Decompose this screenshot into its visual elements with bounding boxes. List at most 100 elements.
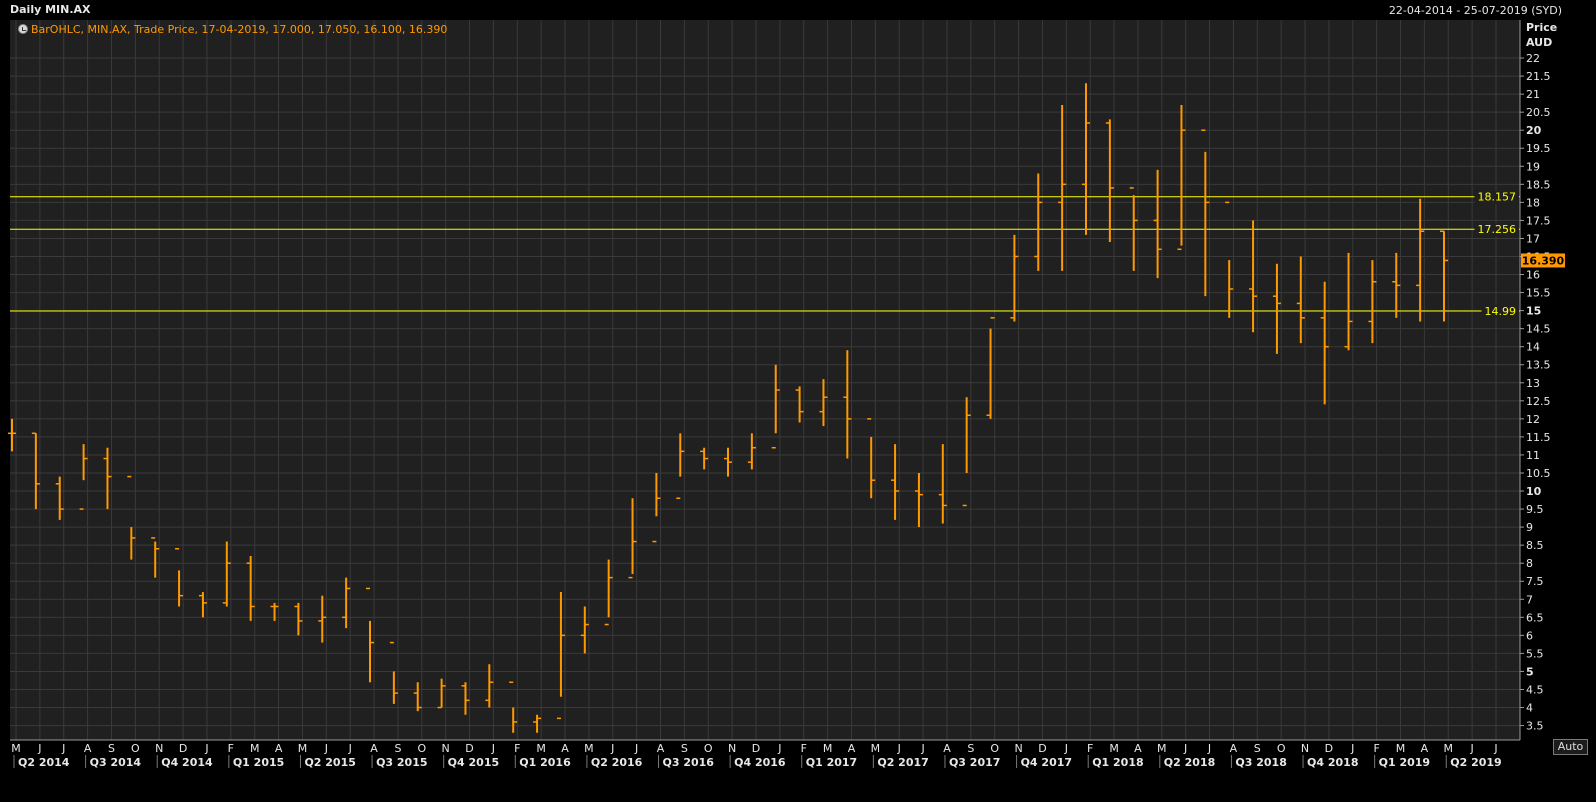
date-range: 22-04-2014 - 25-07-2019 (SYD) xyxy=(1388,4,1562,17)
x-month-label: J xyxy=(348,742,352,755)
x-month-label: O xyxy=(1277,742,1286,755)
x-quarter-label: Q4 2017 xyxy=(1021,756,1072,769)
x-month-label: J xyxy=(897,742,901,755)
x-quarter-label: Q1 2017 xyxy=(806,756,857,769)
y-axis-unit: AUD xyxy=(1526,36,1552,49)
x-month-label: D xyxy=(179,742,187,755)
y-tick-label: 13.5 xyxy=(1526,359,1551,372)
x-month-label: J xyxy=(777,742,781,755)
price-series xyxy=(8,83,1448,733)
x-month-label: M xyxy=(584,742,594,755)
x-month-label: A xyxy=(275,742,283,755)
last-price-marker xyxy=(1521,253,1565,268)
x-quarter-label: Q2 2016 xyxy=(591,756,643,769)
x-quarter-label: Q2 2014 xyxy=(18,756,70,769)
y-tick-label: 14 xyxy=(1526,341,1540,354)
x-month-label: D xyxy=(1038,742,1046,755)
x-quarter-label: Q2 2015 xyxy=(304,756,355,769)
window-title: Daily MIN.AX xyxy=(10,3,91,16)
legend-toggle-icon[interactable] xyxy=(18,24,28,34)
y-tick-label: 7 xyxy=(1526,593,1533,606)
x-month-label: F xyxy=(228,742,234,755)
x-month-label: J xyxy=(1207,742,1211,755)
y-tick-label: 8.5 xyxy=(1526,539,1544,552)
x-quarter-label: Q2 2017 xyxy=(877,756,928,769)
x-month-label: S xyxy=(1254,742,1261,755)
reference-line-label: 18.157 xyxy=(1478,191,1517,204)
x-month-label: A xyxy=(848,742,856,755)
y-tick-label: 14.5 xyxy=(1526,323,1551,336)
y-tick-label: 6 xyxy=(1526,629,1533,642)
y-tick-label: 6.5 xyxy=(1526,611,1544,624)
x-month-label: J xyxy=(634,742,638,755)
y-tick-label: 12.5 xyxy=(1526,395,1551,408)
x-month-label: A xyxy=(561,742,569,755)
x-quarter-label: Q1 2019 xyxy=(1379,756,1430,769)
y-tick-label: 21 xyxy=(1526,88,1540,101)
x-month-label: A xyxy=(1421,742,1429,755)
y-tick-label: 19.5 xyxy=(1526,142,1551,155)
y-tick-label: 9.5 xyxy=(1526,503,1544,516)
y-tick-label: 5.5 xyxy=(1526,647,1544,660)
x-month-label: J xyxy=(61,742,65,755)
x-month-label: O xyxy=(417,742,426,755)
x-month-label: M xyxy=(1444,742,1454,755)
x-month-label: J xyxy=(1183,742,1187,755)
x-quarter-label: Q2 2018 xyxy=(1164,756,1215,769)
x-quarter-label: Q3 2016 xyxy=(663,756,715,769)
x-quarter-label: Q4 2018 xyxy=(1307,756,1358,769)
y-tick-label: 18.5 xyxy=(1526,178,1551,191)
x-month-label: N xyxy=(1014,742,1022,755)
x-month-label: M xyxy=(1396,742,1406,755)
y-tick-label: 12 xyxy=(1526,413,1540,426)
x-month-label: J xyxy=(324,742,328,755)
y-tick-label: 20 xyxy=(1526,124,1542,137)
y-tick-label: 10.5 xyxy=(1526,467,1551,480)
x-quarter-label: Q3 2015 xyxy=(376,756,427,769)
reference-line-label: 17.256 xyxy=(1478,223,1517,236)
reference-line-label-bg xyxy=(1481,304,1519,318)
y-tick-label: 9 xyxy=(1526,521,1533,534)
x-month-label: J xyxy=(920,742,924,755)
y-tick-label: 4 xyxy=(1526,702,1533,715)
x-quarter-label: Q1 2018 xyxy=(1092,756,1143,769)
x-month-label: A xyxy=(1230,742,1238,755)
x-quarter-label: Q4 2016 xyxy=(734,756,786,769)
y-tick-label: 8 xyxy=(1526,557,1533,570)
x-month-label: F xyxy=(514,742,520,755)
x-month-label: A xyxy=(370,742,378,755)
x-month-label: A xyxy=(657,742,665,755)
x-month-label: D xyxy=(465,742,473,755)
x-quarter-label: Q1 2015 xyxy=(233,756,284,769)
y-tick-label: 18 xyxy=(1526,196,1540,209)
x-quarter-label: Q1 2016 xyxy=(519,756,571,769)
y-tick-label: 17 xyxy=(1526,232,1540,245)
x-month-label: S xyxy=(681,742,688,755)
y-tick-label: 15.5 xyxy=(1526,287,1551,300)
x-month-label: A xyxy=(84,742,92,755)
x-month-label: N xyxy=(1301,742,1309,755)
x-quarter-label: Q2 2019 xyxy=(1450,756,1501,769)
x-month-label: O xyxy=(131,742,140,755)
plot-area xyxy=(10,20,1520,740)
title-bar: Daily MIN.AX 22-04-2014 - 25-07-2019 (SY… xyxy=(0,0,1596,20)
reference-line-label-bg xyxy=(1474,190,1519,204)
chart-legend[interactable]: BarOHLC, MIN.AX, Trade Price, 17-04-2019… xyxy=(18,22,447,36)
y-tick-label: 10 xyxy=(1526,485,1542,498)
y-tick-label: 11.5 xyxy=(1526,431,1551,444)
auto-scale-button[interactable]: Auto xyxy=(1553,739,1588,755)
x-month-label: M xyxy=(1157,742,1167,755)
x-month-label: M xyxy=(871,742,881,755)
x-month-label: M xyxy=(823,742,833,755)
y-tick-label: 22 xyxy=(1526,52,1540,65)
last-price-label: 16.390 xyxy=(1522,254,1565,267)
x-month-label: J xyxy=(37,742,41,755)
x-month-label: J xyxy=(491,742,495,755)
y-axis-title: Price xyxy=(1526,21,1557,34)
x-month-label: F xyxy=(801,742,807,755)
reference-line-label: 14.99 xyxy=(1485,305,1517,318)
x-month-label: M xyxy=(298,742,308,755)
x-month-label: F xyxy=(1373,742,1379,755)
